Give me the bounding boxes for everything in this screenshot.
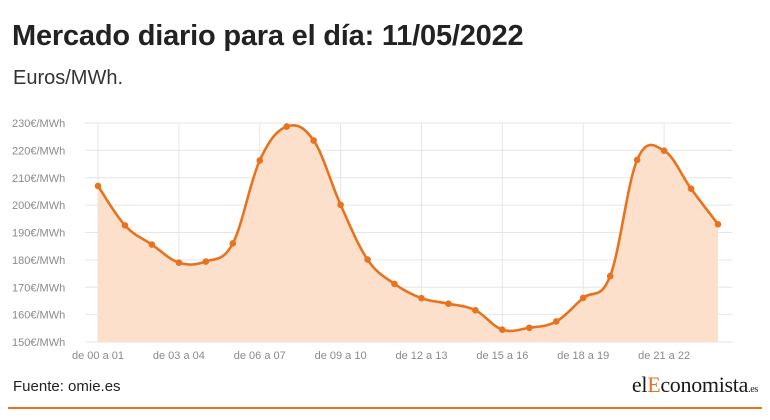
- data-point: [256, 157, 264, 164]
- data-point: [660, 147, 668, 154]
- series-area: [98, 125, 718, 342]
- data-point: [633, 156, 641, 164]
- y-tick-label: 220€/MWh: [12, 145, 65, 157]
- data-point: [175, 259, 183, 266]
- data-point: [606, 272, 614, 280]
- data-point: [445, 300, 452, 307]
- series-points: [94, 123, 722, 333]
- data-point: [202, 258, 210, 265]
- x-tick-label: de 09 a 10: [315, 350, 367, 362]
- data-point: [94, 182, 102, 190]
- data-point: [364, 256, 371, 263]
- y-axis-ticks: 150€/MWh 160€/MWh 170€/MWh 180€/MWh 190€/MWh…: [12, 118, 65, 349]
- data-point: [418, 294, 425, 302]
- y-tick-label: 210€/MWh: [12, 173, 65, 185]
- logo-highlight: E: [647, 372, 661, 397]
- data-point: [579, 294, 587, 302]
- data-point: [391, 280, 398, 288]
- data-point: [499, 326, 506, 333]
- data-point: [526, 324, 533, 332]
- x-axis-ticks: de 00 a 01 de 03 a 04 de 06 a 07 de 09 a 10…: [72, 350, 690, 362]
- data-point: [687, 185, 695, 192]
- y-tick-label: 200€/MWh: [12, 200, 65, 212]
- data-point: [337, 201, 344, 209]
- y-tick-label: 180€/MWh: [12, 255, 65, 267]
- x-tick-label: de 06 a 07: [234, 350, 286, 362]
- y-tick-label: 230€/MWh: [12, 118, 65, 130]
- x-tick-label: de 18 a 19: [557, 350, 609, 362]
- x-tick-label: de 03 a 04: [153, 350, 205, 362]
- logo-suffix: .es: [748, 384, 758, 395]
- data-point: [121, 222, 129, 229]
- x-tick-label: de 12 a 13: [395, 350, 447, 362]
- bottom-divider: [8, 407, 762, 409]
- publisher-logo: elEconomista.es: [632, 372, 758, 398]
- data-point: [229, 240, 237, 247]
- data-point: [283, 123, 290, 130]
- y-tick-label: 160€/MWh: [12, 310, 65, 322]
- data-point: [472, 306, 479, 314]
- x-tick-label: de 15 a 16: [476, 350, 528, 362]
- chart-subtitle: Euros/MWh.: [13, 67, 124, 89]
- y-tick-label: 150€/MWh: [12, 337, 65, 349]
- x-tick-label: de 21 a 22: [638, 350, 690, 362]
- logo-prefix: el: [631, 372, 648, 397]
- data-point: [714, 220, 722, 228]
- data-point: [310, 137, 317, 144]
- source-note: Fuente: omie.es: [13, 378, 121, 395]
- data-point: [552, 318, 560, 325]
- logo-rest: conomista: [660, 372, 749, 397]
- data-point: [148, 241, 156, 248]
- page-title: Mercado diario para el día: 11/05/2022: [12, 20, 524, 52]
- x-tick-label: de 00 a 01: [72, 350, 124, 362]
- y-tick-label: 190€/MWh: [12, 228, 65, 240]
- y-tick-label: 170€/MWh: [12, 282, 65, 294]
